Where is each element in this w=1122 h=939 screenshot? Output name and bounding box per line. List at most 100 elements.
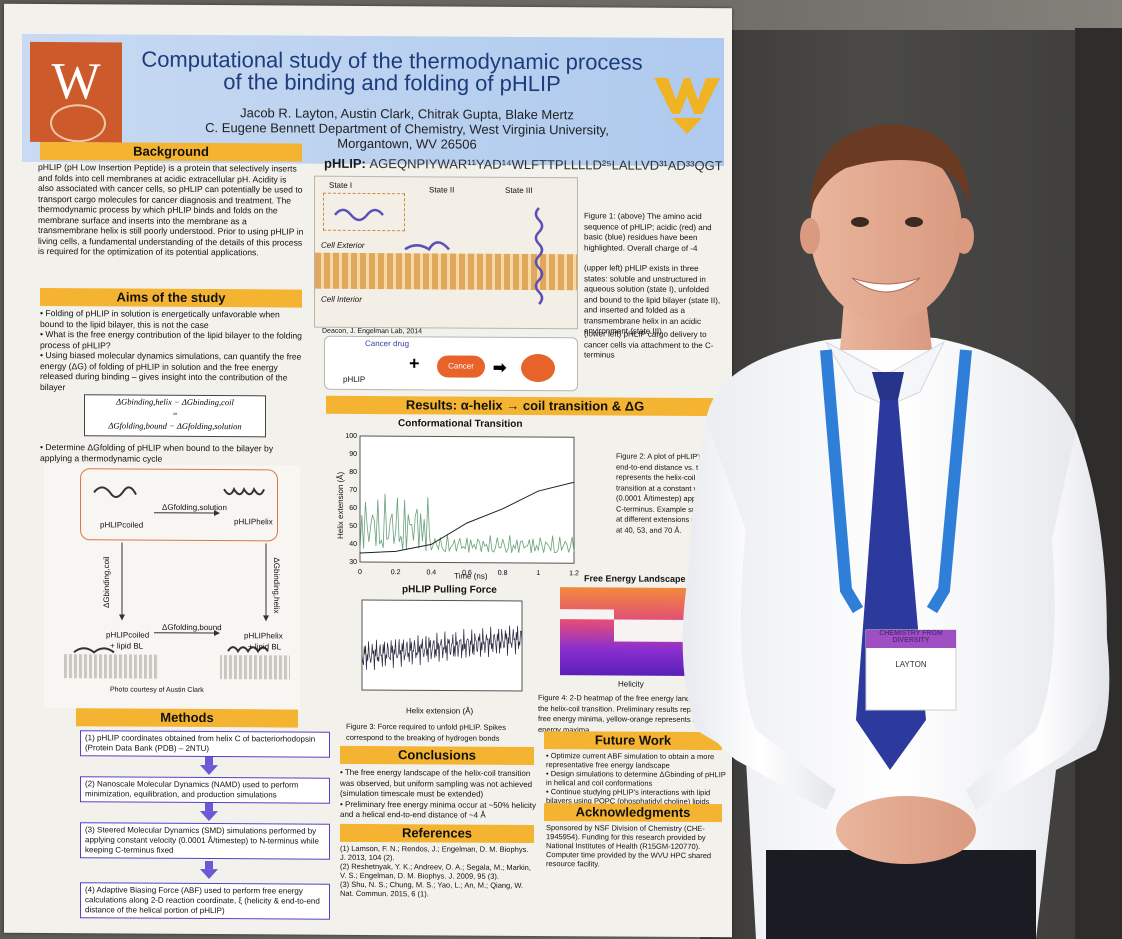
wvu-logo-icon (654, 77, 720, 134)
peptide-states-icon (334, 207, 544, 305)
photo-credit: Photo courtesy of Austin Clark (110, 686, 204, 694)
seal-icon (50, 104, 106, 143)
logo-letter: W (51, 53, 101, 111)
presenter-person (682, 124, 1110, 939)
method-arrow (205, 757, 213, 766)
badge-event: CHEMISTRY FROM DIVERSITY (879, 630, 943, 644)
section-methods: Methods (76, 708, 298, 728)
chart2-title: pHLIP Pulling Force (402, 584, 497, 596)
arrow-right-icon: ➡ (493, 359, 507, 377)
conclusions-list: • The free energy landscape of the helix… (340, 768, 536, 822)
aims-item: • What is the free energy contribution o… (40, 328, 302, 350)
chart1-y-tick: 80 (349, 469, 357, 476)
reference-item: (3) Shu, N. S.; Chung, M. S.; Yao, L.; A… (340, 879, 524, 899)
cycle-plus-lipid-right: + lipid BL (248, 642, 282, 652)
chart3-title: Free Energy Landscape (584, 573, 686, 584)
section-references: References (340, 823, 534, 844)
phlip-label: pHLIP (343, 374, 366, 384)
section-conclusions: Conclusions (340, 745, 534, 766)
method-arrow (205, 803, 213, 812)
chart1-x-tick: 0.2 (391, 569, 401, 576)
cancer-drug-label: Cancer drug (365, 338, 410, 349)
pulling-force-chart (361, 599, 523, 692)
figure-credit: Deacon, J. Engelman Lab, 2014 (322, 327, 423, 336)
chart1-title: Conformational Transition (398, 418, 523, 430)
chart1-y-tick: 90 (349, 451, 357, 458)
chart1-x-tick: 1.2 (569, 570, 579, 577)
university-logo: W (30, 41, 122, 143)
down-arrow-icon (200, 810, 218, 822)
heatmap-unsampled-region (560, 609, 614, 620)
poster-header: W Computational study of the thermodynam… (22, 33, 724, 167)
cycle-phlip-helix-bottom: pHLIPhelix (244, 631, 283, 641)
chart1-y-tick: 40 (349, 541, 357, 548)
method-step-2: (2) Nanoscale Molecular Dynamics (NAMD) … (80, 776, 330, 804)
equation-equals: = (172, 408, 178, 419)
amino-acid-sequence: AGEQNPIYWAR¹¹YAD¹⁴WLFTTPLLLLD²⁵LALLVD³¹A… (369, 156, 723, 174)
equation-line2: ΔGfolding,bound − ΔGfolding,solution (108, 420, 242, 432)
conclusion-item: • Preliminary free energy minima occur a… (340, 799, 536, 820)
poster-title: Computational study of the thermodynamic… (141, 46, 643, 97)
chart1-series-line (359, 481, 575, 554)
figure-states: State I State II State III Cell Exterior… (314, 175, 578, 330)
down-arrow-icon (200, 868, 218, 880)
chart2-xlabel: Helix extension (Å) (406, 706, 474, 716)
chart1-xlabel: Time (ns) (454, 571, 488, 581)
chart1-y-tick: 70 (349, 487, 357, 494)
determine-text: • Determine ΔGfolding of pHLIP when boun… (40, 441, 274, 464)
research-poster: W Computational study of the thermodynam… (4, 3, 732, 938)
section-results: Results: α-helix → coil transition & ΔG (326, 395, 724, 417)
chart1-y-tick: 60 (349, 505, 357, 512)
background-text: pHLIP (pH Low Insertion Peptide) is a pr… (38, 161, 304, 258)
sequence-label: pHLIP: (324, 155, 366, 171)
section-aims: Aims of the study (40, 287, 302, 308)
chart2-force-trace (361, 625, 523, 671)
plus-icon: + (409, 353, 420, 374)
cycle-dg-folding-bound: ΔGfolding,bound (162, 622, 222, 633)
chart1-x-tick: 0.8 (498, 570, 508, 577)
cycle-phlip-coiled: pHLIPcoiled (100, 520, 144, 530)
figure-cargo: Cancer drug pHLIP + Cancer ➡ (324, 335, 578, 392)
chart3-xlabel: Helicity (618, 679, 644, 689)
down-arrow-icon (200, 764, 218, 776)
chart1-ylabel: Helix extension (Å) (336, 471, 345, 540)
chart1-x-tick: 0 (358, 569, 362, 576)
sequence-line: pHLIP: AGEQNPIYWAR¹¹YAD¹⁴WLFTTPLLLLD²⁵LA… (324, 156, 724, 173)
chart1-hbond-trace (359, 493, 575, 554)
chart1-y-tick: 100 (345, 433, 357, 440)
cycle-dg-bind-coil: ΔGbinding,coil (102, 556, 111, 609)
chart1-frame (359, 435, 575, 564)
chart1-x-tick: 0.4 (426, 569, 436, 576)
references-list: (1) Lamson, F. N.; Rendos, J.; Engelman,… (340, 844, 536, 899)
cycle-diagram-icon (64, 486, 290, 680)
aims-list: • Folding of pHLIP in solution is energe… (40, 308, 304, 394)
cycle-dg-bind-helix: ΔGbinding,helix (272, 557, 281, 614)
cycle-plus-lipid: + lipid BL (110, 641, 144, 651)
method-step-3: (3) Steered Molecular Dynamics (SMD) sim… (80, 822, 330, 860)
chart1-y-tick: 30 (349, 559, 357, 566)
chart1-x-tick: 1 (536, 570, 540, 577)
reference-item: (2) Reshetnyak, Y. K.; Andreev, O. A.; S… (340, 861, 531, 881)
aims-item: • Using biased molecular dynamics simula… (40, 349, 302, 392)
conclusion-item: • The free energy landscape of the helix… (340, 767, 533, 799)
conformational-transition-chart: 0 0.2 0.4 0.6 0.8 1 1.2 30 40 50 60 70 80 90 100 (345, 433, 579, 577)
cancer-cell: Cancer (437, 355, 485, 378)
aims-item: • Folding of pHLIP in solution is energe… (40, 307, 280, 330)
reference-item: (1) Lamson, F. N.; Rendos, J.; Engelman,… (340, 843, 529, 863)
free-energy-equation: ΔGbinding,helix − ΔGbinding,coil = ΔGfol… (84, 394, 266, 438)
targeted-cancer-cell-icon (521, 353, 555, 383)
equation-line1: ΔGbinding,helix − ΔGbinding,coil (116, 396, 234, 408)
method-arrow (205, 861, 213, 870)
thermodynamic-cycle: pHLIPcoiled ΔGfolding,solution pHLIPheli… (44, 464, 300, 710)
cycle-phlip-coiled-bottom: pHLIPcoiled (106, 630, 150, 640)
method-step-4: (4) Adaptive Biasing Force (ABF) used to… (80, 882, 330, 920)
chart1-y-tick: 50 (349, 523, 357, 530)
cycle-dg-folding-solution: ΔGfolding,solution (162, 502, 227, 513)
cycle-phlip-helix: pHLIPhelix (234, 517, 273, 527)
figure3-caption: Figure 3: Force required to unfold pHLIP… (346, 721, 506, 743)
method-step-1: (1) pHLIP coordinates obtained from heli… (80, 730, 330, 758)
chart1-x-tick: 0.6 (462, 570, 472, 577)
section-background: Background (40, 141, 302, 162)
badge-name: LAYTON (895, 660, 927, 669)
